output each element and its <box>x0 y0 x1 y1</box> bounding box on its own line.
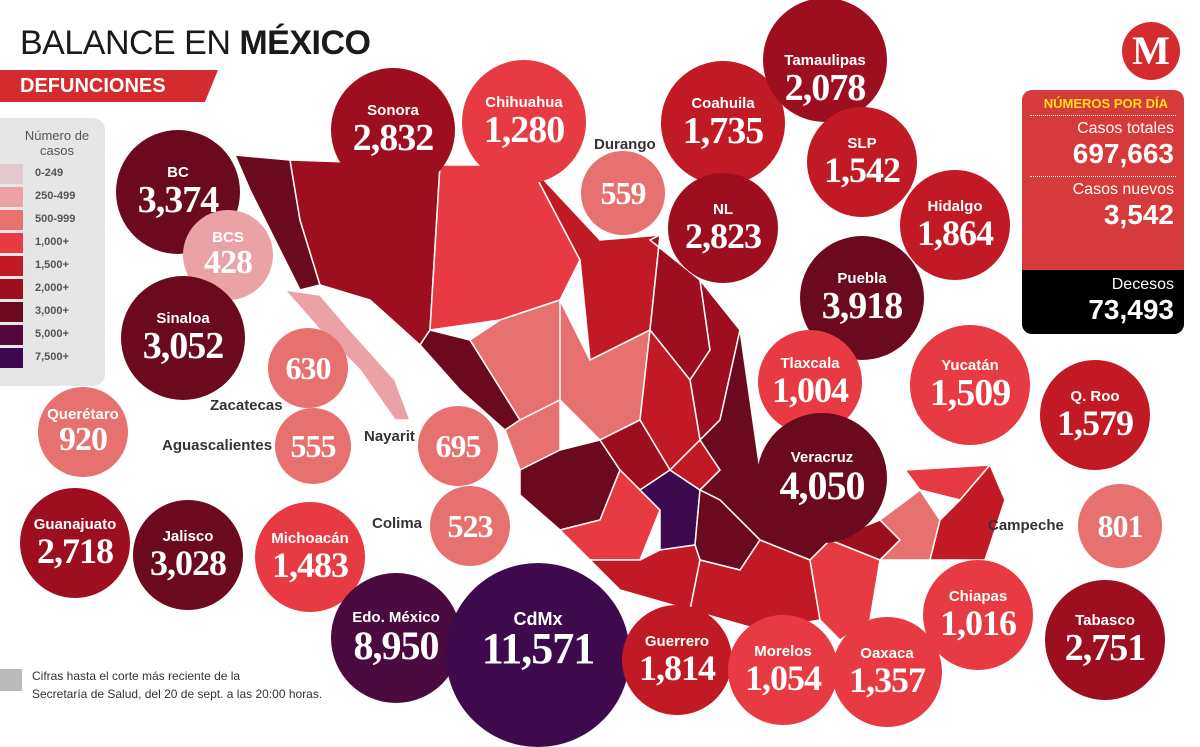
bubble-chihuahua: Chihuahua 1,280 <box>462 60 586 184</box>
total-cases-value: 697,663 <box>1072 138 1174 169</box>
bubble-tabasco: Tabasco 2,751 <box>1045 580 1165 700</box>
milenio-logo: M <box>1122 22 1180 80</box>
label-zacatecas: Zacatecas <box>210 397 283 414</box>
deaths-value: 73,493 <box>1088 294 1174 325</box>
daily-stats-panel: NÚMEROS POR DÍA Casos totales 697,663 Ca… <box>1022 90 1184 334</box>
label-colima: Colima <box>372 515 423 532</box>
page-title: BALANCE EN MÉXICO <box>20 24 371 62</box>
legend-item: 2,000+ <box>0 279 100 299</box>
bubble-veracruz: Veracruz 4,050 <box>757 413 887 543</box>
bubble-tamaulipas: Tamaulipas 2,078 <box>763 0 887 122</box>
map-nayarit <box>504 398 561 472</box>
bubble-nl: NL 2,823 <box>668 173 778 283</box>
map-guerrero <box>588 544 701 611</box>
legend-item: 500-999 <box>0 210 100 230</box>
footnote: Cifras hasta el corte más reciente de la… <box>0 667 322 703</box>
bubble-cdmx: CdMx 11,571 <box>446 563 630 747</box>
bubble-nayarit: 695 <box>418 406 498 486</box>
bubble-sinaloa: Sinaloa 3,052 <box>121 276 245 400</box>
bubble-oaxaca: Oaxaca 1,357 <box>832 617 942 727</box>
bubble-colima: 523 <box>430 486 510 566</box>
legend-item: 5,000+ <box>0 325 100 345</box>
bubble-michoacan: Michoacán 1,483 <box>255 502 365 612</box>
bubble-sonora: Sonora 2,832 <box>331 68 455 192</box>
label-nayarit: Nayarit <box>364 428 415 445</box>
bubble-guanajuato: Guanajuato 2,718 <box>20 488 130 598</box>
subtitle-banner: DEFUNCIONES <box>0 70 218 102</box>
total-cases-label: Casos totales <box>1077 120 1174 137</box>
legend-item: 1,000+ <box>0 233 100 253</box>
bubble-puebla: Puebla 3,918 <box>800 236 924 360</box>
legend-item: 250-499 <box>0 187 100 207</box>
bubble-campeche: 801 <box>1078 484 1162 568</box>
deaths-label: Decesos <box>1111 276 1174 293</box>
footnote-marker <box>0 669 22 691</box>
legend-item: 0-249 <box>0 164 100 184</box>
bubble-guerrero: Guerrero 1,814 <box>622 605 732 715</box>
legend: Número de casos 0-249 250-499 500-999 1,… <box>0 118 105 386</box>
legend-item: 7,500+ <box>0 348 100 368</box>
bubble-morelos: Morelos 1,054 <box>728 615 838 725</box>
bubble-yucatan: Yucatán 1,509 <box>910 325 1030 445</box>
bubble-aguascalientes: 555 <box>275 408 351 484</box>
legend-item: 3,000+ <box>0 302 100 322</box>
legend-title: Número de casos <box>24 128 90 158</box>
bubble-qroo: Q. Roo 1,579 <box>1040 360 1150 470</box>
bubble-chiapas: Chiapas 1,016 <box>923 560 1033 670</box>
bubble-queretaro: Querétaro 920 <box>38 387 128 477</box>
label-campeche: Campeche <box>988 517 1064 534</box>
label-aguascalientes: Aguascalientes <box>162 437 273 454</box>
new-cases-label: Casos nuevos <box>1072 181 1174 198</box>
bubble-slp: SLP 1,542 <box>807 107 917 217</box>
bubble-coahuila: Coahuila 1,735 <box>661 61 785 185</box>
legend-item: 1,500+ <box>0 256 100 276</box>
bubble-jalisco: Jalisco 3,028 <box>133 500 243 610</box>
stats-heading: NÚMEROS POR DÍA <box>1030 90 1176 116</box>
bubble-edomex: Edo. México 8,950 <box>331 573 461 703</box>
bubble-zacatecas: 630 <box>268 328 348 408</box>
label-durango: Durango <box>594 136 656 153</box>
bubble-durango: 559 <box>581 151 665 235</box>
bubble-hidalgo: Hidalgo 1,864 <box>900 170 1010 280</box>
new-cases-value: 3,542 <box>1103 199 1174 230</box>
